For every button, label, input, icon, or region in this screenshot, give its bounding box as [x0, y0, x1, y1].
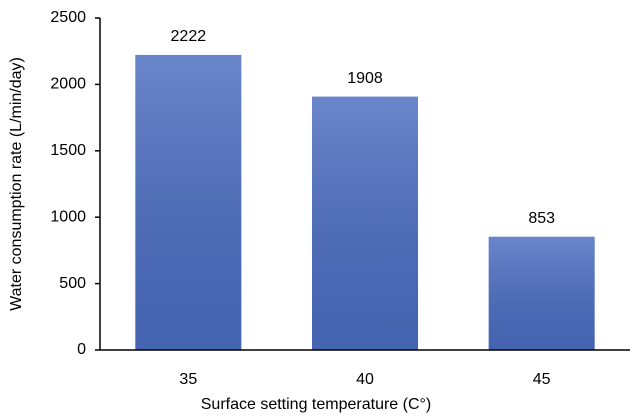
data-label: 2222	[171, 28, 207, 45]
x-tick-label: 35	[179, 371, 197, 388]
y-tick-label: 500	[59, 275, 86, 292]
bar-shade	[312, 96, 418, 350]
x-tick-label: 40	[356, 371, 374, 388]
y-tick-label: 2500	[50, 9, 86, 26]
data-label: 853	[528, 210, 555, 227]
y-tick-label: 2000	[50, 76, 86, 93]
y-axis-title: Water consumption rate (L/min/day)	[8, 57, 25, 311]
data-label: 1908	[347, 70, 383, 87]
bar-shade	[135, 54, 242, 351]
y-tick-label: 0	[77, 341, 86, 358]
x-tick-label: 45	[533, 371, 551, 388]
x-axis-title: Surface setting temperature (C°)	[201, 396, 432, 413]
bar-shade	[488, 236, 595, 350]
y-tick-label: 1500	[50, 142, 86, 159]
y-tick-label: 1000	[50, 208, 86, 225]
